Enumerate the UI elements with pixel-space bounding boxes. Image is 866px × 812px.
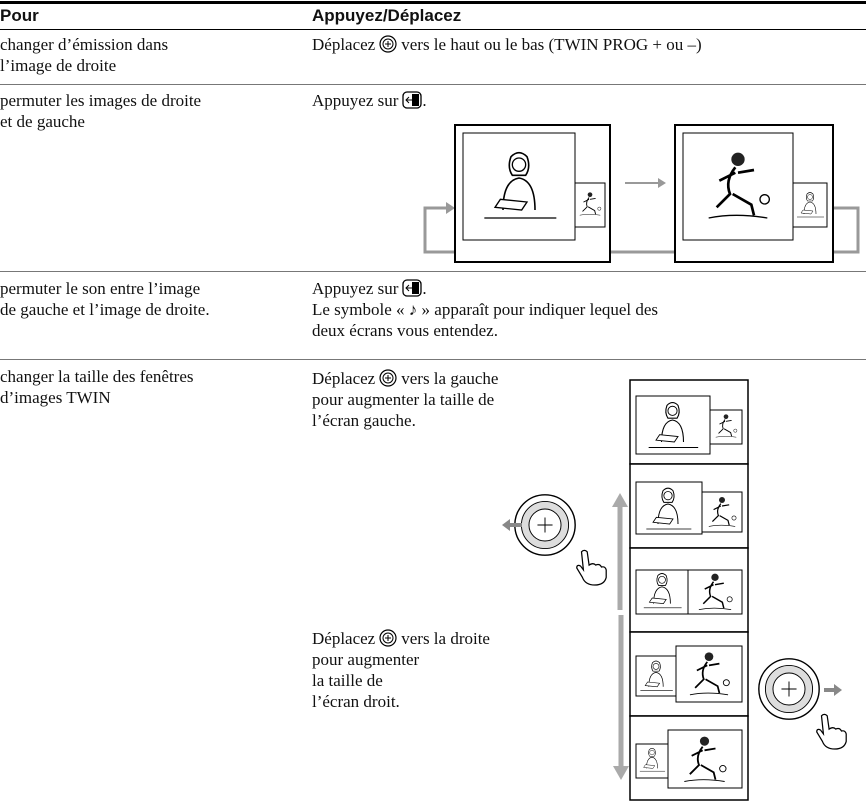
cell-text: permuter le son entre l’image (0, 279, 201, 298)
main-picture (682, 132, 794, 241)
arrow-head (613, 766, 629, 780)
text: Déplacez (312, 35, 376, 54)
cell-text: permuter les images de droite (0, 91, 202, 110)
arrow-head (834, 684, 842, 696)
remote-control (758, 658, 820, 720)
cell-text: Déplacez vers la gauche (312, 368, 498, 389)
text: Déplacez (312, 369, 376, 388)
cell-text: pour augmenter (312, 650, 420, 669)
cell-text: Appuyez sur. (312, 278, 427, 299)
arrow-head (612, 493, 628, 507)
cell-text: Appuyez sur. (312, 90, 427, 111)
cell-text: l’image de droite (0, 56, 117, 75)
cell-text: Déplacez vers le haut ou le bas (TWIN PRO… (312, 34, 702, 55)
hand (576, 549, 607, 586)
text: . (422, 279, 427, 298)
cell-text: changer la taille des fenêtres (0, 367, 194, 386)
text: Appuyez sur (312, 279, 399, 298)
cell-text: de gauche et l’image de droite. (0, 300, 210, 319)
arrow-head (658, 178, 666, 188)
row-rule (0, 271, 866, 272)
cell-text: l’écran droit. (312, 692, 400, 711)
cell-text: changer d’émission dans (0, 35, 169, 54)
text: Déplacez (312, 629, 376, 648)
cell-text: deux écrans vous entendez. (312, 321, 498, 340)
arrow-head (502, 519, 510, 531)
sub-picture (574, 182, 606, 228)
size-stack (629, 379, 749, 801)
text: vers la droite (401, 629, 490, 648)
header-cell: Pour (0, 6, 39, 25)
header-cell: Appuyez/Déplacez (312, 6, 462, 25)
cell-text: Déplacez vers la droite (312, 628, 490, 649)
row-rule (0, 29, 866, 30)
cell-text: pour augmenter la taille de (312, 390, 495, 409)
cell-text: la taille de (312, 671, 383, 690)
cell-text: d’images TWIN (0, 388, 111, 407)
cell-text: et de gauche (0, 112, 85, 131)
text: Appuyez sur (312, 91, 399, 110)
remote-control (514, 494, 576, 556)
loop-arrow (423, 206, 860, 254)
top-rule (0, 1, 866, 4)
arrow-head (446, 202, 455, 214)
row-rule (0, 359, 866, 360)
cell-text: Le symbole « ♪ » apparaît pour indiquer … (312, 300, 659, 319)
hand (816, 713, 847, 750)
text: vers le haut ou le bas (TWIN PROG + ou –… (401, 35, 702, 54)
text: . (422, 91, 427, 110)
row-rule (0, 84, 866, 85)
cell-text: l’écran gauche. (312, 411, 416, 430)
text: vers la gauche (401, 369, 499, 388)
